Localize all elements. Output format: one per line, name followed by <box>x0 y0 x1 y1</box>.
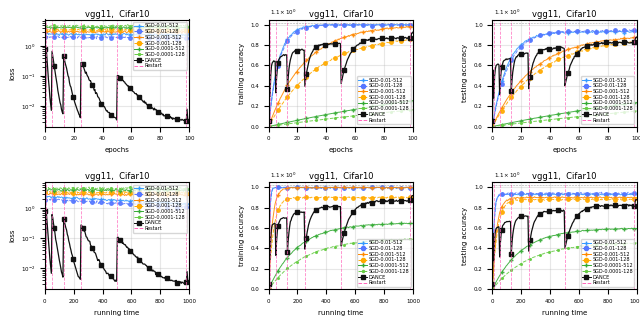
Legend: SGD-0.01-512, SGD-0.01-128, SGD-0.001-512, SGD-0.001-128, SGD-0.0001-512, SGD-0.: SGD-0.01-512, SGD-0.01-128, SGD-0.001-51… <box>357 76 411 124</box>
Y-axis label: loss: loss <box>9 66 15 80</box>
Text: $1.1\times10^0$: $1.1\times10^0$ <box>270 8 297 17</box>
Legend: SGD-0.01-512, SGD-0.01-128, SGD-0.001-512, SGD-0.001-128, SGD-0.0001-512, SGD-0.: SGD-0.01-512, SGD-0.01-128, SGD-0.001-51… <box>133 185 187 233</box>
Text: $1.1\times10^0$: $1.1\times10^0$ <box>494 171 521 180</box>
Y-axis label: training accuracy: training accuracy <box>239 205 244 266</box>
Y-axis label: training accuracy: training accuracy <box>239 43 244 104</box>
Title: vgg11,  Cifar10: vgg11, Cifar10 <box>84 173 149 181</box>
Title: vgg11,  Cifar10: vgg11, Cifar10 <box>532 173 597 181</box>
Title: vgg11,  Cifar10: vgg11, Cifar10 <box>308 173 373 181</box>
Legend: SGD-0.01-512, SGD-0.01-128, SGD-0.001-512, SGD-0.001-128, SGD-0.0001-512, SGD-0.: SGD-0.01-512, SGD-0.01-128, SGD-0.001-51… <box>580 239 634 287</box>
Legend: SGD-0.01-512, SGD-0.01-128, SGD-0.001-512, SGD-0.001-128, SGD-0.0001-512, SGD-0.: SGD-0.01-512, SGD-0.01-128, SGD-0.001-51… <box>133 22 187 70</box>
X-axis label: running time: running time <box>94 309 140 316</box>
X-axis label: running time: running time <box>318 309 364 316</box>
Title: vgg11,  Cifar10: vgg11, Cifar10 <box>308 10 373 19</box>
Legend: SGD-0.01-512, SGD-0.01-128, SGD-0.001-512, SGD-0.001-128, SGD-0.0001-512, SGD-0.: SGD-0.01-512, SGD-0.01-128, SGD-0.001-51… <box>357 239 411 287</box>
Y-axis label: testing accuracy: testing accuracy <box>462 207 468 265</box>
Y-axis label: testing accuracy: testing accuracy <box>462 44 468 102</box>
X-axis label: epochs: epochs <box>328 147 353 153</box>
Text: $1.1\times10^0$: $1.1\times10^0$ <box>270 171 297 180</box>
Title: vgg11,  Cifar10: vgg11, Cifar10 <box>84 10 149 19</box>
X-axis label: epochs: epochs <box>552 147 577 153</box>
Y-axis label: loss: loss <box>9 229 15 242</box>
X-axis label: epochs: epochs <box>104 147 129 153</box>
X-axis label: running time: running time <box>542 309 588 316</box>
Title: vgg11,  Cifar10: vgg11, Cifar10 <box>532 10 597 19</box>
Text: $1.1\times10^0$: $1.1\times10^0$ <box>494 8 521 17</box>
Legend: SGD-0.01-512, SGD-0.01-128, SGD-0.001-512, SGD-0.001-128, SGD-0.0001-512, SGD-0.: SGD-0.01-512, SGD-0.01-128, SGD-0.001-51… <box>580 76 634 124</box>
